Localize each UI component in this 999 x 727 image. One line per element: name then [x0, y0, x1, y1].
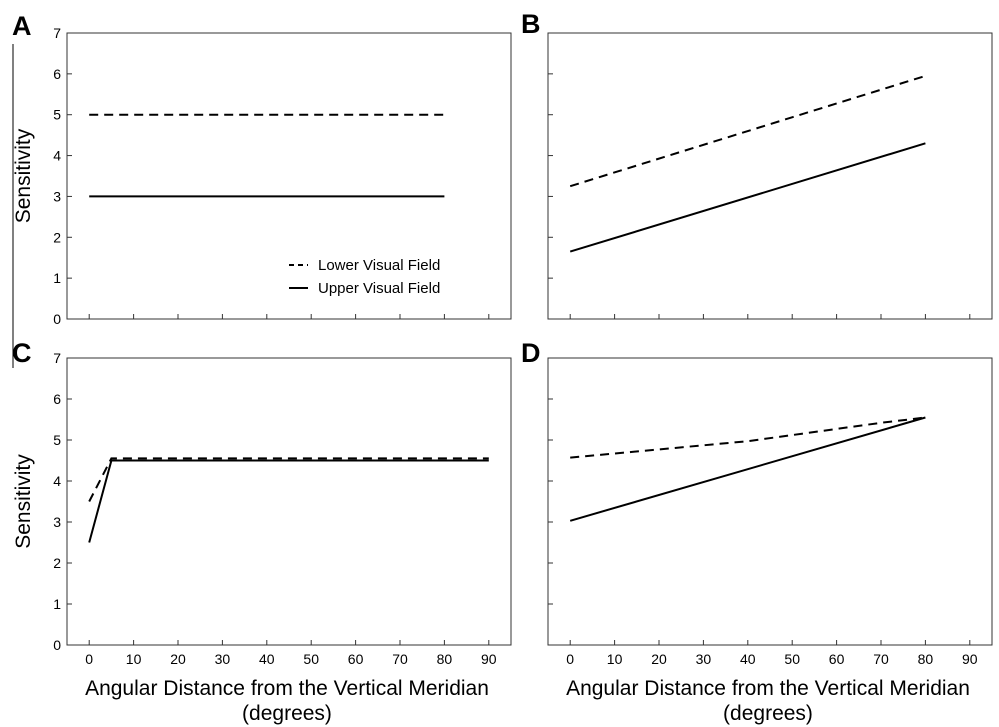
y-tick-label: 3 — [53, 188, 61, 204]
panel-letter: C — [12, 338, 32, 368]
plot-frame — [66, 32, 512, 320]
panel-a: 0 1 2 3 4 5 6 7 A Sensitivity Lower Visual Field Up… — [12, 11, 512, 327]
y-tick-label: 0 — [53, 311, 61, 327]
series-line-solid — [569, 142, 926, 253]
x-tick-label: 70 — [873, 651, 889, 667]
x-tick-label: 30 — [215, 651, 231, 667]
y-tick-label: 3 — [53, 514, 61, 530]
legend-label: Upper Visual Field — [318, 280, 440, 297]
x-axis-unit: (degrees) — [242, 702, 332, 725]
x-tick-label: 20 — [651, 651, 667, 667]
x-tick-label: 60 — [829, 651, 845, 667]
x-tick-label: 90 — [962, 651, 978, 667]
y-tick-label: 4 — [53, 148, 61, 164]
series-line-dashed — [569, 74, 926, 188]
x-tick-label: 30 — [696, 651, 712, 667]
x-tick-label: 80 — [918, 651, 934, 667]
y-tick-label: 6 — [53, 66, 61, 82]
x-tick-label: 70 — [392, 651, 408, 667]
y-axis-title: Sensitivity — [12, 454, 35, 549]
x-axis-title: Angular Distance from the Vertical Merid… — [85, 677, 489, 700]
y-tick-label: 7 — [53, 25, 61, 41]
x-axis-unit: (degrees) — [723, 702, 813, 725]
y-axis-title: Sensitivity — [12, 128, 35, 223]
y-tick-label: 5 — [53, 432, 61, 448]
y-tick-label: 2 — [53, 229, 61, 245]
y-tick-label: 1 — [53, 270, 61, 286]
y-tick-label: 7 — [53, 350, 61, 366]
y-tick-label: 2 — [53, 555, 61, 571]
x-tick-label: 90 — [481, 651, 497, 667]
series-line-solid — [569, 416, 926, 522]
y-tick-label: 6 — [53, 391, 61, 407]
x-tick-label: 50 — [303, 651, 319, 667]
panel-b: B — [521, 9, 993, 320]
x-tick-label: 0 — [85, 651, 93, 667]
y-tick-label: 0 — [53, 637, 61, 653]
x-tick-label: 80 — [437, 651, 453, 667]
x-tick-label: 20 — [170, 651, 186, 667]
panel-d: 0 10 20 30 40 50 60 70 80 90 D Angular Distance fro… — [521, 338, 993, 725]
series-line-solid — [88, 459, 489, 543]
series-line-dashed — [570, 416, 926, 459]
panel-letter: B — [521, 9, 541, 39]
y-tick-label: 5 — [53, 107, 61, 123]
x-tick-label: 40 — [740, 651, 756, 667]
x-tick-label: 0 — [566, 651, 574, 667]
series-line-dashed — [88, 457, 489, 502]
x-tick-label: 10 — [126, 651, 142, 667]
x-axis-title: Angular Distance from the Vertical Merid… — [566, 677, 970, 700]
x-tick-label: 40 — [259, 651, 275, 667]
plot-frame — [66, 357, 512, 646]
panel-letter: A — [12, 11, 32, 41]
legend-label: Lower Visual Field — [318, 257, 440, 274]
y-tick-label: 1 — [53, 596, 61, 612]
x-tick-label: 60 — [348, 651, 364, 667]
x-tick-label: 10 — [607, 651, 623, 667]
plot-frame — [547, 357, 993, 646]
plot-frame — [547, 32, 993, 320]
panel-letter: D — [521, 338, 541, 368]
x-tick-label: 50 — [784, 651, 800, 667]
y-tick-label: 4 — [53, 473, 61, 489]
